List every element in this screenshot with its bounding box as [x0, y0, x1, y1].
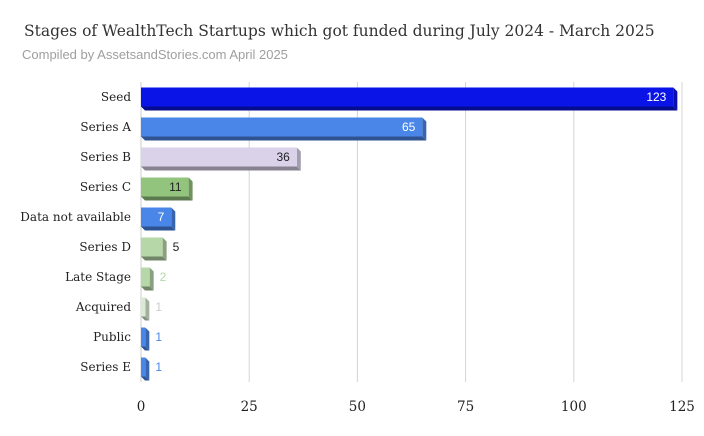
category-label: Late Stage: [65, 270, 131, 284]
data-label: 2: [160, 270, 167, 284]
data-label: 65: [402, 120, 416, 134]
bar-side-face: [145, 297, 150, 321]
data-label: 123: [646, 90, 666, 104]
bar-bottom-face: [141, 376, 150, 381]
x-tick-label: 0: [137, 399, 146, 415]
data-label: 5: [173, 240, 180, 254]
x-tick-label: 75: [457, 399, 474, 415]
bar-side-face: [149, 267, 154, 291]
bar-side-face: [673, 87, 678, 111]
category-label: Series E: [80, 360, 131, 374]
bar-side-face: [171, 207, 176, 231]
bar: [141, 177, 189, 197]
data-label: 1: [155, 300, 162, 314]
data-label: 1: [155, 330, 162, 344]
bar: [141, 117, 423, 137]
data-label: 11: [169, 180, 182, 194]
data-label: 36: [276, 150, 290, 164]
category-label: Series C: [80, 180, 131, 194]
bar-bottom-face: [141, 196, 193, 201]
bar: [141, 87, 674, 107]
bar-side-face: [296, 147, 301, 171]
category-label: Public: [93, 330, 131, 344]
category-label: Series D: [79, 240, 131, 254]
data-label: 7: [158, 210, 165, 224]
category-label: Series B: [80, 150, 131, 164]
chart-subtitle: Compiled by AssetsandStories.com April 2…: [22, 47, 288, 62]
bar-bottom-face: [141, 166, 301, 171]
category-label: Data not available: [20, 210, 131, 224]
bar: [141, 267, 150, 287]
bar-side-face: [162, 237, 167, 261]
chart-title: Stages of WealthTech Startups which got …: [24, 22, 655, 40]
bar-side-face: [145, 327, 150, 351]
bar-bottom-face: [141, 136, 427, 141]
category-label: Series A: [80, 120, 131, 134]
bar: [141, 327, 146, 347]
bar-bottom-face: [141, 346, 150, 351]
bar: [141, 357, 146, 377]
bar-bottom-face: [141, 226, 176, 231]
x-tick-label: 50: [349, 399, 366, 415]
x-tick-label: 25: [241, 399, 258, 415]
bar-bottom-face: [141, 106, 678, 111]
bar-bottom-face: [141, 256, 167, 261]
data-label: 1: [155, 360, 162, 374]
bar: [141, 237, 163, 257]
bar: [141, 207, 172, 227]
x-tick-label: 100: [561, 399, 587, 415]
x-tick-label: 125: [669, 399, 695, 415]
bar-side-face: [145, 357, 150, 381]
category-label: Acquired: [75, 300, 131, 314]
bar-bottom-face: [141, 316, 150, 321]
bar-side-face: [422, 117, 427, 141]
category-label: Seed: [101, 90, 131, 104]
bar-bottom-face: [141, 286, 154, 291]
bar: [141, 297, 146, 317]
bar: [141, 147, 297, 167]
bar-side-face: [188, 177, 193, 201]
